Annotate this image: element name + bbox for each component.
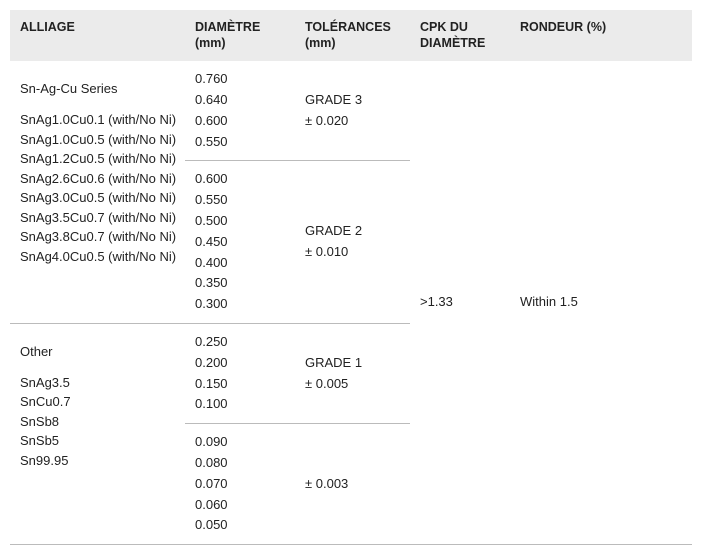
diameter-value: 0.090 — [195, 432, 287, 453]
alloy-item: SnAg3.5Cu0.7 (with/No Ni) — [20, 208, 177, 228]
alloy-group-cell: Sn-Ag-Cu Series SnAg1.0Cu0.1 (with/No Ni)… — [10, 61, 185, 323]
header-tolerance: TOLÉRANCES (mm) — [295, 10, 410, 61]
diameter-value: 0.760 — [195, 69, 287, 90]
tolerance-line: GRADE 2 — [305, 221, 402, 242]
tolerance-cell: ± 0.003 — [295, 424, 410, 544]
diameter-value: 0.500 — [195, 211, 287, 232]
header-roundness: RONDEUR (%) — [510, 10, 692, 61]
diameter-cell: 0.7600.6400.6000.550 — [185, 61, 295, 161]
tolerance-cell: GRADE 2± 0.010 — [295, 161, 410, 323]
roundness-cell: Within 1.5 — [510, 61, 692, 544]
diameter-value: 0.200 — [195, 353, 287, 374]
tolerance-line: ± 0.010 — [305, 242, 402, 263]
diameter-value: 0.250 — [195, 332, 287, 353]
diameter-value: 0.600 — [195, 111, 287, 132]
diameter-value: 0.640 — [195, 90, 287, 111]
diameter-value: 0.550 — [195, 132, 287, 153]
tolerance-line: GRADE 3 — [305, 90, 402, 111]
alloy-item: SnAg4.0Cu0.5 (with/No Ni) — [20, 247, 177, 267]
tolerance-line: ± 0.020 — [305, 111, 402, 132]
table-bottom-rule — [10, 544, 692, 545]
diameter-value: 0.450 — [195, 232, 287, 253]
diameter-value: 0.400 — [195, 253, 287, 274]
diameter-value: 0.300 — [195, 294, 287, 315]
alloy-group-title: Other — [20, 342, 177, 363]
alloy-item: SnCu0.7 — [20, 392, 177, 412]
diameter-cell: 0.6000.5500.5000.4500.4000.3500.300 — [185, 161, 295, 323]
tolerance-line: ± 0.003 — [305, 474, 402, 495]
diameter-value: 0.080 — [195, 453, 287, 474]
alloy-item: SnAg2.6Cu0.6 (with/No Ni) — [20, 169, 177, 189]
alloy-item: SnAg1.0Cu0.1 (with/No Ni) — [20, 110, 177, 130]
alloy-item: SnAg3.0Cu0.5 (with/No Ni) — [20, 188, 177, 208]
alloy-item: SnSb8 — [20, 412, 177, 432]
alloy-group-cell: Other SnAg3.5SnCu0.7SnSb8SnSb5Sn99.95 — [10, 324, 185, 545]
diameter-value: 0.070 — [195, 474, 287, 495]
header-alloy: ALLIAGE — [10, 10, 185, 61]
diameter-value: 0.050 — [195, 515, 287, 536]
alloy-item: SnAg3.5 — [20, 373, 177, 393]
alloy-list: SnAg1.0Cu0.1 (with/No Ni)SnAg1.0Cu0.5 (w… — [20, 110, 177, 266]
alloy-item: SnAg1.2Cu0.5 (with/No Ni) — [20, 149, 177, 169]
alloy-item: SnSb5 — [20, 431, 177, 451]
diameter-cell: 0.0900.0800.0700.0600.050 — [185, 424, 295, 544]
spec-table: ALLIAGE DIAMÈTRE (mm) TOLÉRANCES (mm) CP… — [10, 10, 692, 545]
header-cpk: CPK DU DIAMÈTRE — [410, 10, 510, 61]
alloy-group-title: Sn-Ag-Cu Series — [20, 79, 177, 100]
tolerance-cell: GRADE 1± 0.005 — [295, 324, 410, 424]
alloy-item: SnAg1.0Cu0.5 (with/No Ni) — [20, 130, 177, 150]
cpk-cell: >1.33 — [410, 61, 510, 544]
diameter-value: 0.350 — [195, 273, 287, 294]
tolerance-line: GRADE 1 — [305, 353, 402, 374]
alloy-list: SnAg3.5SnCu0.7SnSb8SnSb5Sn99.95 — [20, 373, 177, 471]
tolerance-line: ± 0.005 — [305, 374, 402, 395]
diameter-value: 0.550 — [195, 190, 287, 211]
diameter-value: 0.060 — [195, 495, 287, 516]
alloy-item: SnAg3.8Cu0.7 (with/No Ni) — [20, 227, 177, 247]
diameter-value: 0.150 — [195, 374, 287, 395]
alloy-item: Sn99.95 — [20, 451, 177, 471]
diameter-value: 0.600 — [195, 169, 287, 190]
tolerance-cell: GRADE 3± 0.020 — [295, 61, 410, 161]
diameter-cell: 0.2500.2000.1500.100 — [185, 324, 295, 424]
table-header-row: ALLIAGE DIAMÈTRE (mm) TOLÉRANCES (mm) CP… — [10, 10, 692, 61]
diameter-value: 0.100 — [195, 394, 287, 415]
header-diameter: DIAMÈTRE (mm) — [185, 10, 295, 61]
